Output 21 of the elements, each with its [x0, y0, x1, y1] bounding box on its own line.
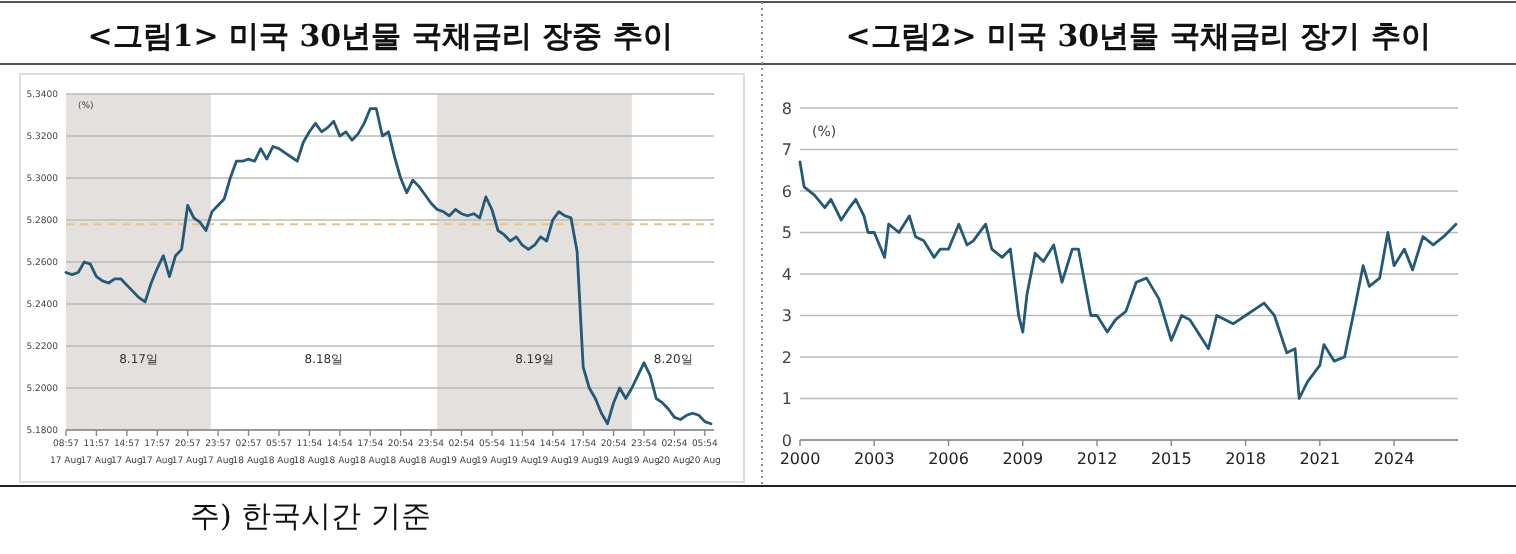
y-tick-label: 3: [781, 307, 792, 326]
x-tick-label: 2015: [1150, 450, 1192, 468]
x-tick-label: 2003: [853, 450, 895, 468]
y-tick-label: 7: [781, 141, 792, 160]
x-tick-label: 2000: [779, 450, 821, 468]
y-tick-label: 4: [781, 265, 792, 284]
x-tick-label: 2024: [1373, 450, 1415, 468]
y-tick-label: 0: [781, 431, 792, 450]
x-tick-label: 2018: [1225, 450, 1266, 468]
y-tick-label: 5: [781, 224, 792, 243]
x-tick-label: 2006: [928, 450, 969, 468]
x-tick-label: 2012: [1076, 450, 1118, 468]
y-tick-label: 1: [781, 390, 792, 409]
chart-title: <그림1> 미국 30년물 국채금리 장중 추이: [87, 18, 673, 54]
x-tick-label: 2021: [1299, 450, 1341, 468]
y-tick-label: 6: [781, 182, 792, 201]
text: 주) 한국시간 기준: [190, 498, 431, 534]
y-tick-label: 8: [781, 99, 792, 118]
chart-title: <그림2> 미국 30년물 국채금리 장기 추이: [845, 18, 1431, 54]
y-tick-label: 2: [781, 348, 792, 367]
x-tick-label: 2009: [1002, 450, 1044, 468]
